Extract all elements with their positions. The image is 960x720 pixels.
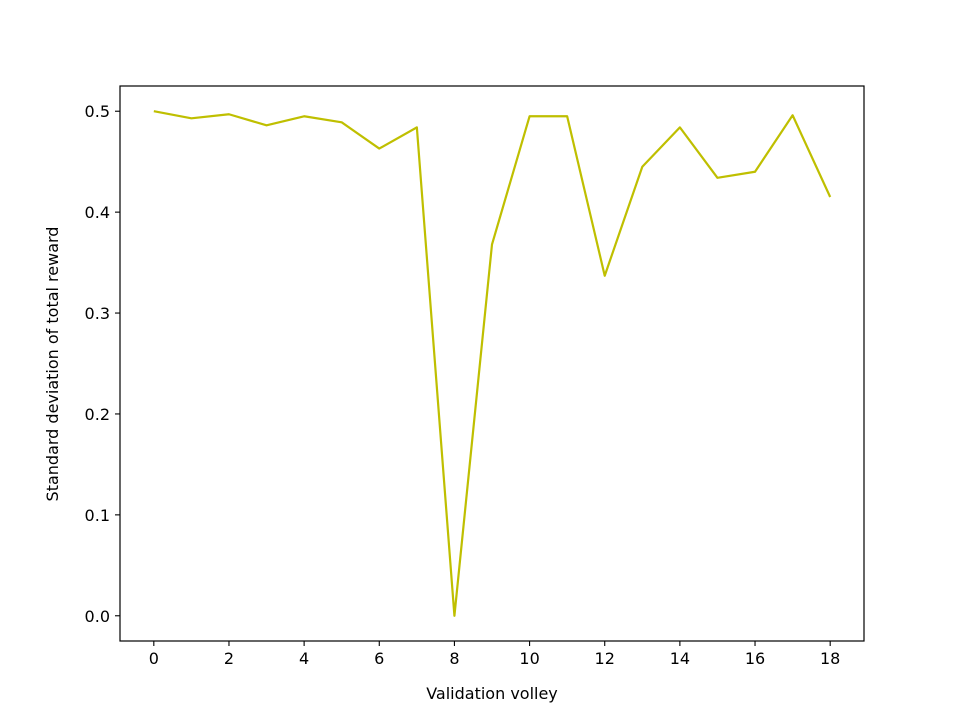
x-tick-label: 10 [519,649,539,668]
plot-area [153,110,832,617]
y-tick-label: 0.3 [85,304,110,323]
y-tick-label: 0.0 [85,607,110,626]
y-tick-label: 0.2 [85,405,110,424]
x-tick-label: 2 [224,649,234,668]
y-axis-label: Standard deviation of total reward [43,227,62,502]
x-tick-label: 8 [449,649,459,668]
x-tick-label: 0 [149,649,159,668]
y-tick-label: 0.1 [85,506,110,525]
axes: 0 2 4 6 8 10 12 14 16 18 0.0 0.1 0.2 0.3 0.4 0.5 [85,85,865,668]
series-line-0 [153,110,832,617]
x-tick-label: 12 [595,649,615,668]
x-tick-label: 18 [820,649,840,668]
y-tick-label: 0.4 [85,203,110,222]
x-tick-label: 4 [299,649,309,668]
x-tick-label: 6 [374,649,384,668]
x-axis-label: Validation volley [426,684,558,703]
x-tick-label: 16 [745,649,765,668]
axes-frame [119,85,865,642]
x-tick-label: 14 [670,649,690,668]
y-tick-label: 0.5 [85,102,110,121]
